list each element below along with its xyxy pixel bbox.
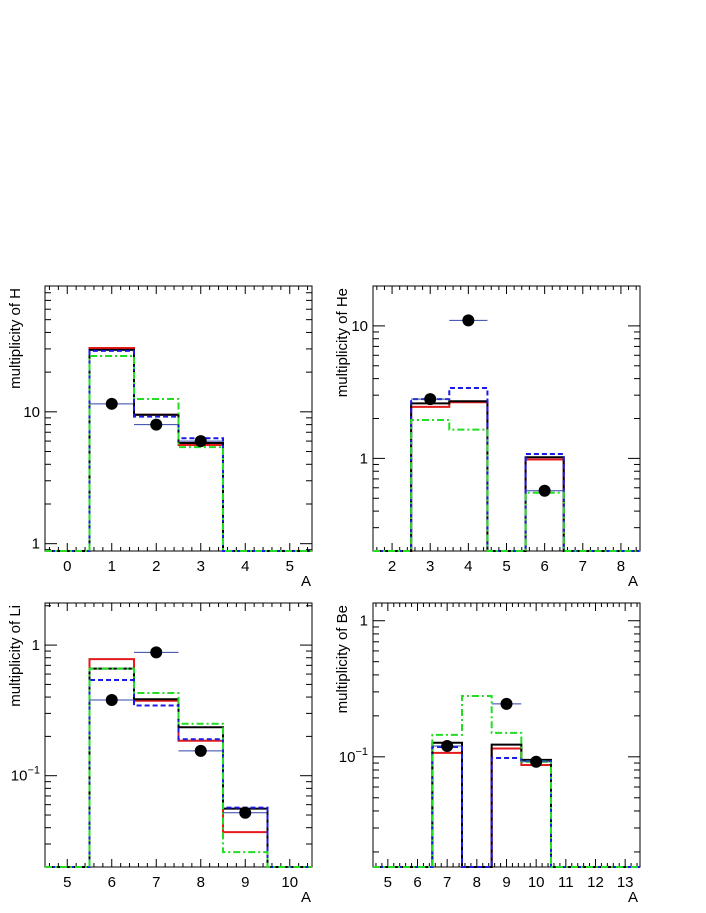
histogram-series-green	[45, 355, 312, 552]
y-axis-label: multiplicity of Be	[334, 605, 351, 713]
data-point	[462, 314, 475, 327]
x-axis: 0 1 2 3 4 5A	[48, 286, 311, 590]
x-axis: 2 3 4 5 6 7 8A	[376, 286, 638, 590]
histogram-series-red	[45, 346, 312, 552]
x-axis-label: A	[628, 573, 638, 590]
histogram-series-black	[373, 741, 640, 868]
y-axis-label: multiplicity of He	[334, 288, 351, 397]
x-tick-label: 7	[152, 874, 160, 891]
data-point	[105, 397, 118, 410]
histogram-series-blue	[373, 746, 640, 868]
x-tick-label: 9	[502, 874, 510, 891]
x-tick-label: 7	[579, 558, 587, 575]
x-tick-label: 9	[241, 874, 249, 891]
x-tick-label: 8	[617, 558, 625, 575]
x-tick-label: 10	[528, 874, 545, 891]
data-point	[538, 484, 551, 497]
x-axis-label: A	[301, 889, 311, 906]
y-tick-label: 1	[32, 536, 40, 553]
y-tick-label: 10	[23, 404, 40, 421]
panel-top-left: 0 1 2 3 4 5A 1 10 multiplicity of H	[7, 285, 313, 590]
x-tick-label: 3	[426, 558, 434, 575]
y-axis-label: multiplicity of Li	[7, 605, 24, 707]
data-point	[105, 693, 118, 706]
histogram-series-black	[373, 400, 640, 552]
x-tick-label: 13	[617, 874, 634, 891]
histogram-series-blue	[373, 386, 640, 552]
y-tick-label: 10	[351, 318, 368, 335]
y-tick-label: 1	[360, 613, 368, 630]
histogram-series-red	[373, 401, 640, 552]
y-tick-label: 1	[360, 450, 368, 467]
data-point	[424, 393, 437, 406]
x-tick-label: 5	[63, 874, 71, 891]
x-tick-label: 12	[587, 874, 604, 891]
x-tick-label: 5	[286, 558, 294, 575]
x-tick-label: 4	[241, 558, 249, 575]
data-point	[194, 744, 207, 757]
x-tick-label: 1	[108, 558, 116, 575]
histogram-series-red	[45, 658, 312, 868]
x-tick-label: 11	[558, 874, 574, 891]
x-tick-label: 10	[281, 874, 298, 891]
y-tick-label: 10−1	[339, 746, 368, 766]
plot-frame	[44, 285, 313, 552]
y-tick-label: 10−1	[11, 765, 40, 785]
y-tick-label: 1	[32, 637, 40, 654]
x-tick-label: 8	[473, 874, 481, 891]
y-axis: 10−1 1 multiplicity of Li	[7, 605, 312, 868]
x-tick-label: 4	[464, 558, 472, 575]
y-axis: 1 10 multiplicity of H	[7, 285, 312, 553]
x-tick-label: 8	[197, 874, 205, 891]
x-axis-label: A	[301, 573, 311, 590]
histogram-series-blue	[45, 349, 312, 552]
histogram-series-black	[45, 348, 312, 552]
y-tick-exponent: −1	[27, 765, 40, 777]
y-tick-exponent: −1	[355, 746, 368, 758]
x-tick-label: 5	[502, 558, 510, 575]
y-axis-label: multiplicity of H	[7, 288, 24, 389]
data-point	[239, 806, 252, 819]
x-tick-label: 3	[197, 558, 205, 575]
y-axis: 10−1 1 multiplicity of Be	[334, 605, 640, 853]
x-tick-label: 6	[108, 874, 116, 891]
data-point	[441, 740, 454, 753]
x-tick-label: 7	[443, 874, 451, 891]
data-point	[150, 418, 163, 431]
y-tick-base: 10	[339, 749, 356, 766]
x-tick-label: 0	[63, 558, 71, 575]
x-axis: 5 6 7 8 9 10 11 12 13A	[375, 603, 638, 906]
x-tick-label: 2	[388, 558, 396, 575]
x-tick-label: 2	[152, 558, 160, 575]
x-tick-label: 5	[384, 874, 392, 891]
data-point	[150, 646, 163, 659]
plot-frame	[44, 602, 313, 868]
x-tick-label: 6	[540, 558, 548, 575]
data-point	[530, 755, 543, 768]
histogram-series-green	[373, 418, 640, 552]
data-point	[194, 435, 207, 448]
histogram-series-red	[373, 747, 640, 868]
x-axis: 5 6 7 8 9 10A	[48, 603, 311, 906]
y-tick-base: 10	[11, 768, 28, 785]
x-axis-label: A	[628, 889, 638, 906]
data-point	[500, 697, 513, 710]
x-tick-label: 6	[413, 874, 421, 891]
histogram-series-green	[45, 667, 312, 868]
plot-frame	[372, 285, 641, 552]
histogram-series-green	[373, 694, 640, 868]
plot-frame	[372, 602, 641, 868]
